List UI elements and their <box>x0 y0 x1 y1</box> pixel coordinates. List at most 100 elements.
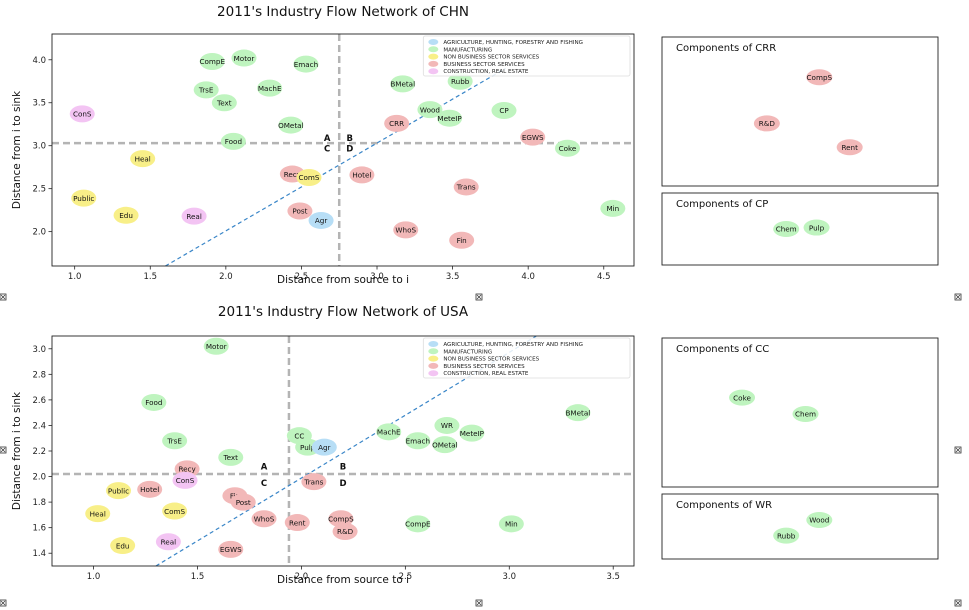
legend-swatch <box>428 46 439 53</box>
point-agr: Agr <box>308 211 334 229</box>
legend-entry: MANUFACTURING <box>443 47 492 53</box>
panel-title: Components of WR <box>676 500 772 511</box>
point-coms: ComS <box>162 502 188 520</box>
quadrant-label-d: D <box>339 479 346 489</box>
y-tick-label: 3.0 <box>32 345 46 355</box>
chart-title: 2011's Industry Flow Network of USA <box>218 304 469 320</box>
resize-handle[interactable] <box>475 599 483 607</box>
point-marker <box>432 436 458 454</box>
y-axis-label: Distance from i to sink <box>11 391 23 510</box>
point-meteip: MeteIP <box>459 424 485 442</box>
quadrant-label-b: B <box>347 134 353 144</box>
point-ometal: OMetal <box>432 436 458 454</box>
resize-handle[interactable] <box>0 446 7 454</box>
component-marker <box>753 115 780 132</box>
point-heal: Heal <box>130 150 156 168</box>
component-label: CompS <box>807 73 833 82</box>
point-min: Min <box>600 199 626 217</box>
point-label: ConS <box>73 110 92 119</box>
legend-entry: BUSINESS SECTOR SERVICES <box>443 364 525 370</box>
point-label: Motor <box>206 342 227 351</box>
point-label: ConS <box>176 476 195 485</box>
point-marker <box>296 168 322 186</box>
point-label: Real <box>186 212 202 221</box>
trend-line <box>165 67 506 266</box>
point-label: MachE <box>377 428 401 437</box>
components-panel-wr: Components of WR Rubb Wood <box>661 493 939 560</box>
point-compe: CompE <box>199 52 225 70</box>
point-marker <box>199 52 225 70</box>
resize-handle[interactable] <box>954 446 962 454</box>
point-label: Min <box>505 520 518 529</box>
point-marker <box>393 221 419 239</box>
point-ometal: OMetal <box>278 116 304 134</box>
component-marker <box>803 219 830 236</box>
point-bmetal: BMetal <box>565 404 591 422</box>
chart-chn: 2011's Industry Flow Network of CHN CompE… <box>11 4 635 286</box>
point-label: Public <box>108 486 129 495</box>
point-marker <box>384 114 410 132</box>
legend-swatch <box>428 39 439 45</box>
x-axis-label: Distance from source to i <box>277 274 409 286</box>
point-label: Heal <box>135 154 151 163</box>
point-marker <box>434 416 460 434</box>
point-label: Heal <box>90 509 106 518</box>
point-label: EGWS <box>522 133 544 142</box>
selection-handles[interactable] <box>0 293 962 607</box>
resize-handle[interactable] <box>954 599 962 607</box>
point-real: Real <box>181 207 207 225</box>
point-marker <box>162 432 188 450</box>
point-coms: ComS <box>296 168 322 186</box>
point-agr: Agr <box>311 438 337 456</box>
resize-handle[interactable] <box>0 599 7 607</box>
point-cp: CP <box>491 101 517 119</box>
resize-handle[interactable] <box>0 293 7 301</box>
point-meteip: MeteIP <box>437 109 463 127</box>
legend-entry: CONSTRUCTION, REAL ESTATE <box>443 371 529 377</box>
point-label: ComS <box>164 507 185 516</box>
point-marker <box>218 448 244 466</box>
point-marker <box>231 49 257 67</box>
x-tick-label: 1.5 <box>191 572 205 582</box>
point-label: Motor <box>234 54 255 63</box>
point-hotel: Hotel <box>349 166 375 184</box>
handle-mark <box>0 600 6 606</box>
component-rent: Rent <box>836 139 863 156</box>
legend-entry: MANUFACTURING <box>443 349 492 355</box>
point-label: BMetal <box>390 80 415 89</box>
component-marker <box>773 221 800 237</box>
x-tick-label: 1.5 <box>143 272 157 282</box>
point-label: Agr <box>318 443 330 452</box>
point-marker <box>437 109 463 127</box>
point-heal: Heal <box>85 505 111 523</box>
component-label: Chem <box>776 225 797 234</box>
point-label: Pulp <box>300 443 316 452</box>
point-marker <box>162 502 188 520</box>
point-motor: Motor <box>231 49 257 67</box>
handle-mark <box>955 447 961 453</box>
quadrant-label-d: D <box>346 144 353 154</box>
y-tick-label: 2.0 <box>32 228 46 238</box>
legend-entry: AGRICULTURE, HUNTING, FORESTRY AND FISHI… <box>443 40 583 46</box>
component-label: Wood <box>809 516 829 525</box>
axes-frame <box>51 33 635 267</box>
y-tick-label: 1.8 <box>32 498 46 508</box>
handle-mark <box>0 294 6 300</box>
point-mache: MachE <box>257 79 283 97</box>
components-panel-cc: Components of CC Coke Chem <box>661 337 939 488</box>
point-egws: EGWS <box>218 540 244 558</box>
handle-mark <box>0 447 6 453</box>
x-tick-label: 3.5 <box>446 272 460 282</box>
x-axis-label: Distance from source to i <box>277 574 409 586</box>
point-label: WhoS <box>254 514 275 523</box>
legend: AGRICULTURE, HUNTING, FORESTRY AND FISHI… <box>422 337 631 379</box>
point-text: Text <box>218 448 244 466</box>
point-emach: Emach <box>405 432 431 450</box>
point-marker <box>405 432 431 450</box>
resize-handle[interactable] <box>475 293 483 301</box>
quadrant-label-a: A <box>324 134 331 144</box>
y-tick-label: 2.0 <box>32 473 46 483</box>
resize-handle[interactable] <box>954 293 962 301</box>
y-tick-label: 3.5 <box>32 99 46 109</box>
point-label: Post <box>236 498 251 507</box>
